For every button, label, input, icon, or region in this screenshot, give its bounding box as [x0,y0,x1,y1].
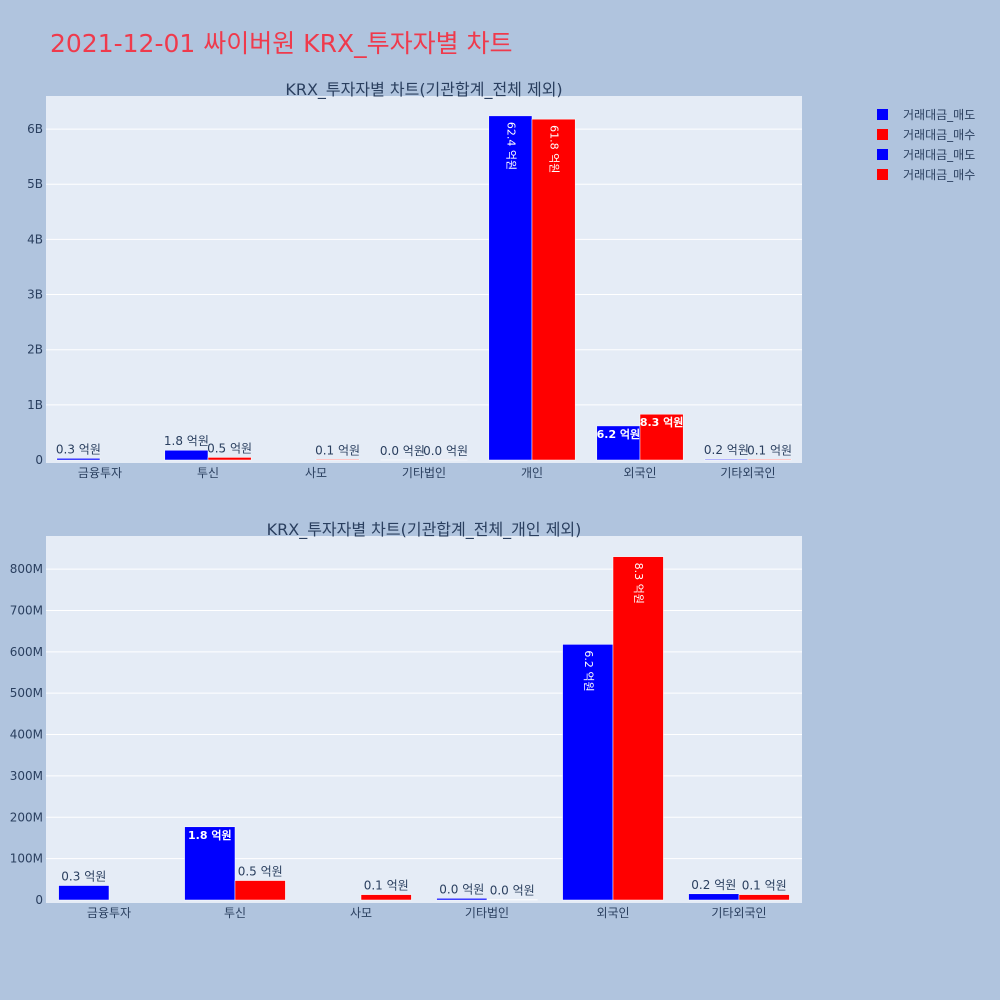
plot-area [46,536,802,903]
legend-swatch[interactable] [877,109,888,120]
y-tick-label: 600M [10,645,43,659]
x-tick-label: 기타법인 [402,466,446,480]
y-tick-label: 700M [10,603,43,617]
y-tick-label: 100M [10,852,43,866]
bar[interactable] [360,894,412,901]
chart-title: KRX_투자자별 차트(기관합계_전체_개인 제외) [267,520,582,540]
y-tick-label: 200M [10,810,43,824]
legend-label[interactable]: 거래대금_매수 [903,128,975,142]
data-label: 61.8 억원 [548,125,561,173]
x-tick-label: 기타외국인 [711,906,766,920]
bar[interactable] [164,449,209,461]
y-tick-label: 4B [27,232,43,246]
bar[interactable] [184,826,236,901]
bar[interactable] [207,457,252,461]
x-tick-label: 외국인 [623,466,656,480]
data-label: 0.5 억원 [238,865,283,879]
data-label: 6.2 억원 [582,650,595,691]
y-tick-label: 5B [27,177,43,191]
y-tick-label: 800M [10,562,43,576]
y-tick-label: 500M [10,686,43,700]
data-label: 1.8 억원 [188,828,232,842]
data-label: 1.8 억원 [164,434,209,448]
bar[interactable] [596,425,641,461]
bar[interactable] [315,459,360,461]
data-label: 0.0 억원 [439,882,484,896]
legend-swatch[interactable] [877,149,888,160]
bar[interactable] [56,458,101,461]
bar[interactable] [704,458,749,461]
data-label: 8.3 억원 [640,415,684,429]
bar[interactable] [562,644,614,901]
chart-title: KRX_투자자별 차트(기관합계_전체 제외) [285,80,562,100]
x-tick-label: 기타법인 [465,906,509,920]
legend-swatch[interactable] [877,129,888,140]
data-label: 0.1 억원 [742,879,787,893]
data-label: 0.0 억원 [423,444,468,458]
y-tick-label: 1B [27,398,43,412]
x-tick-label: 개인 [521,466,543,480]
x-tick-label: 투신 [224,906,246,920]
x-tick-label: 금융투자 [87,906,131,920]
data-label: 0.3 억원 [61,870,106,884]
data-label: 0.1 억원 [315,443,360,457]
data-label: 0.2 억원 [691,878,736,892]
legend-swatch[interactable] [877,169,888,180]
x-tick-label: 금융투자 [78,466,122,480]
chart-2: 0 100M 200M 300M 400M 500M 600M 700M 800M KRX_투자자… [10,520,802,920]
bar[interactable] [234,880,286,901]
data-label: 0.1 억원 [747,443,792,457]
y-tick-label: 0 [35,893,43,907]
y-tick-label: 400M [10,728,43,742]
data-label: 0.1 억원 [364,879,409,893]
y-tick-label: 6B [27,122,43,136]
y-tick-label: 300M [10,769,43,783]
legend-label[interactable]: 거래대금_매도 [903,148,975,162]
data-label: 62.4 억원 [504,122,517,170]
data-label: 6.2 억원 [597,427,641,441]
x-tick-label: 투신 [197,466,219,480]
data-label: 0.3 억원 [56,442,101,456]
data-label: 0.2 억원 [704,443,749,457]
x-tick-label: 사모 [350,906,372,920]
data-label: 0.0 억원 [490,884,535,898]
bar[interactable] [747,459,792,461]
bar[interactable] [639,413,684,461]
bar[interactable] [738,894,790,901]
legend-label[interactable]: 거래대금_매수 [903,168,975,182]
y-tick-label: 0 [35,453,43,467]
x-tick-label: 사모 [305,466,327,480]
y-tick-label: 3B [27,288,43,302]
y-tick-label: 2B [27,343,43,357]
x-tick-label: 외국인 [596,906,629,920]
page-title: 2021-12-01 싸이버원 KRX_투자자별 차트 [50,29,513,58]
chart-1: 0 1B 2B 3B 4B 5B 6B KRX_투자자별 차트(기관합계_전체 제외) 금융투자… [27,80,802,480]
data-label: 8.3 억원 [632,563,645,604]
bar[interactable] [436,898,488,901]
data-label: 0.5 억원 [207,441,252,455]
bar[interactable] [531,118,576,461]
plot-area [46,96,802,463]
x-tick-label: 기타외국인 [720,466,775,480]
bar[interactable] [688,893,740,901]
legend-label[interactable]: 거래대금_매도 [903,108,975,122]
bar[interactable] [612,556,664,901]
data-label: 0.0 억원 [380,444,425,458]
bar[interactable] [58,885,110,901]
